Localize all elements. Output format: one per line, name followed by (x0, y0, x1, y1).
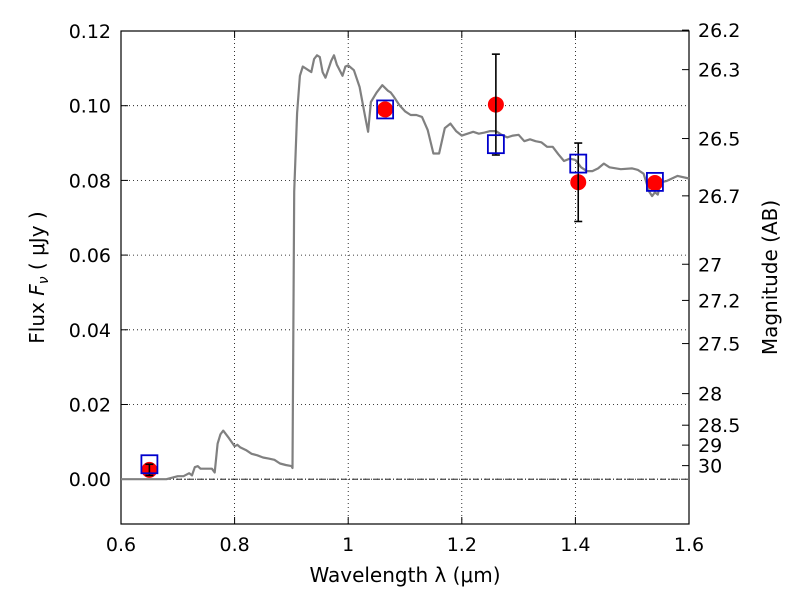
y2-tick-label: 29 (698, 435, 722, 457)
model-photometry-square (140, 454, 159, 475)
y-tick-label: 0.06 (69, 245, 111, 267)
y-axis-label: Flux Fν ( μJy ) (25, 211, 52, 343)
y2-tick-label: 28.5 (698, 415, 740, 437)
y2-tick-label: 27.2 (698, 290, 740, 312)
x-tick-label: 1 (342, 534, 354, 556)
y-tick-label: 0.00 (69, 469, 111, 491)
x-tick-label: 0.8 (219, 534, 249, 556)
tick-marks (120, 29, 690, 524)
y2-tick-label: 26.5 (698, 129, 740, 151)
observed-point (377, 101, 394, 118)
y2-tick-label: 26.2 (698, 20, 740, 42)
x-tick-label: 1.6 (674, 534, 704, 556)
y2-tick-label: 27 (698, 254, 722, 276)
model-photometry-square (376, 99, 395, 120)
model-photometry-square (486, 134, 505, 155)
y-axis-label-suffix: ( μJy ) (25, 211, 49, 276)
y2-tick-label: 28 (698, 384, 722, 406)
model-sed-line (121, 54, 690, 481)
y2-tick-label: 26.7 (698, 186, 740, 208)
observed-point (646, 175, 663, 192)
model-photometry-square (646, 171, 664, 192)
y-tick-label: 0.12 (69, 21, 111, 43)
y2-tick-label: 26.3 (698, 60, 740, 82)
y2-tick-label: 30 (698, 456, 722, 478)
x-axis-label: Wavelength λ (μm) (309, 563, 500, 587)
y-axis-label-subscript: ν (36, 276, 52, 284)
y2-tick-label: 27.5 (698, 334, 740, 356)
y-axis-label-prefix: Flux (25, 296, 49, 344)
x-tick-label: 0.6 (106, 534, 136, 556)
y-tick-label: 0.04 (69, 320, 111, 342)
x-tick-label: 1.2 (447, 534, 477, 556)
data-layer (121, 53, 690, 481)
grid-layer (120, 30, 690, 524)
model-photometry-square (569, 153, 588, 174)
y-tick-label: 0.08 (69, 170, 111, 192)
plot-frame (120, 30, 690, 525)
y2-axis-label: Magnitude (AB) (758, 200, 782, 355)
y-tick-label: 0.02 (69, 394, 111, 416)
x-tick-label: 1.4 (560, 534, 590, 556)
x-tick-labels: 0.6 0.8 1 1.2 1.4 1.6 (106, 534, 704, 556)
y-axis-label-symbol: F (25, 284, 49, 296)
y-tick-label: 0.10 (69, 96, 111, 118)
y-tick-labels: 0.00 0.02 0.04 0.06 0.08 0.10 0.12 (69, 21, 111, 491)
